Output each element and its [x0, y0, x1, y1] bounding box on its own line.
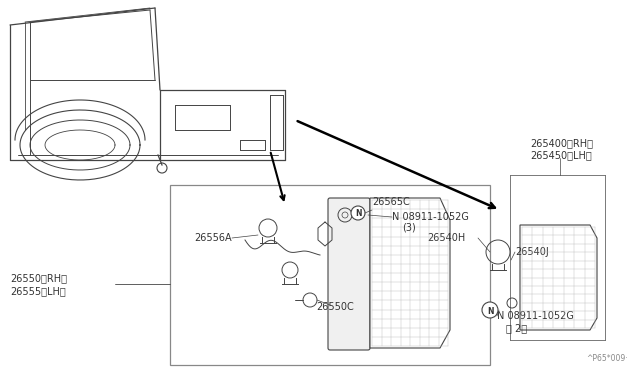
Text: 26556A: 26556A — [195, 233, 232, 243]
Text: 26565C: 26565C — [372, 197, 410, 207]
Text: 265400〈RH〉: 265400〈RH〉 — [530, 138, 593, 148]
Text: 〈 2〉: 〈 2〉 — [506, 323, 527, 333]
Circle shape — [482, 302, 498, 318]
Text: N 08911-1052G: N 08911-1052G — [497, 311, 574, 321]
FancyBboxPatch shape — [328, 198, 370, 350]
Circle shape — [351, 206, 365, 220]
Text: (3): (3) — [402, 223, 416, 233]
Bar — [170, 185, 490, 365]
Text: 26540H: 26540H — [427, 233, 465, 243]
PathPatch shape — [520, 225, 597, 330]
Text: N: N — [355, 209, 361, 218]
Text: 26550〈RH〉: 26550〈RH〉 — [10, 273, 67, 283]
PathPatch shape — [370, 198, 450, 348]
Text: 26540J: 26540J — [515, 247, 548, 257]
Text: N: N — [487, 307, 493, 315]
Text: ^P65*009·: ^P65*009· — [586, 354, 628, 363]
Text: N 08911-1052G: N 08911-1052G — [392, 212, 469, 222]
Text: 265450〈LH〉: 265450〈LH〉 — [530, 150, 592, 160]
Text: 26555〈LH〉: 26555〈LH〉 — [10, 286, 66, 296]
Text: 26550C: 26550C — [316, 302, 354, 312]
